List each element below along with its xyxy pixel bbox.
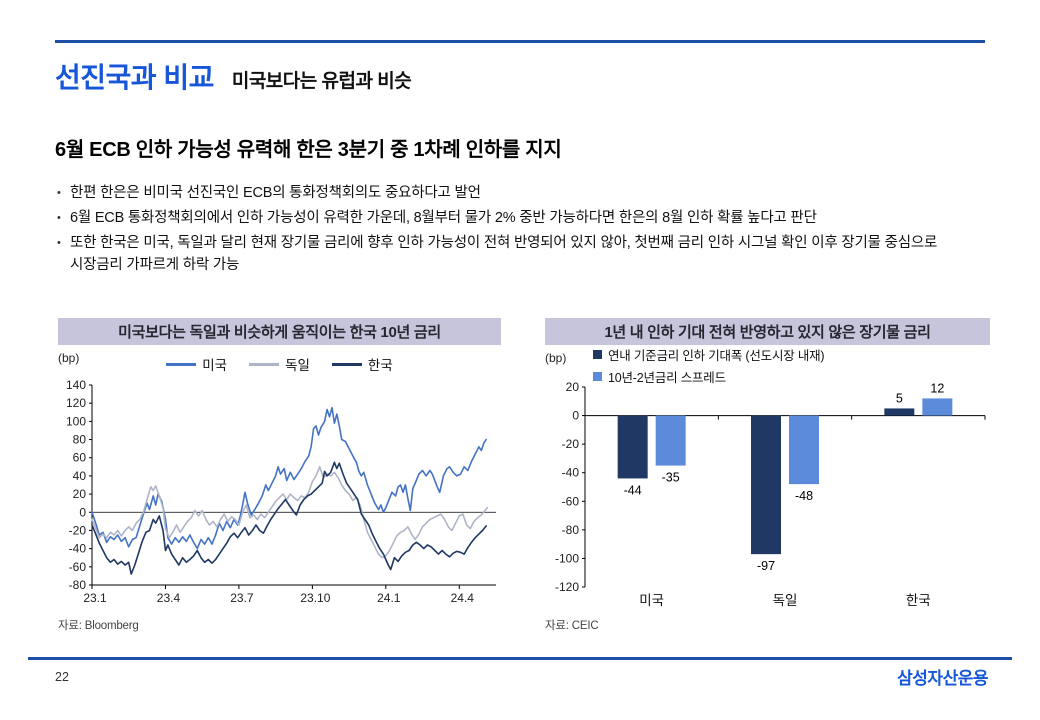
legend-item-korea: 한국 xyxy=(331,354,393,374)
svg-text:23.1: 23.1 xyxy=(83,591,107,605)
legend-square-spread xyxy=(593,372,602,381)
legend-line-swatch-germany xyxy=(249,362,280,366)
svg-text:24.1: 24.1 xyxy=(377,591,401,605)
top-divider xyxy=(55,40,985,43)
legend-label-germany: 독일 xyxy=(285,358,310,373)
section-heading: 6월 ECB 인하 가능성 유력해 한은 3분기 중 1차례 인하를 지지 xyxy=(55,139,562,161)
svg-text:0: 0 xyxy=(79,505,86,519)
svg-text:60: 60 xyxy=(73,451,87,465)
svg-text:-80: -80 xyxy=(69,578,87,592)
legend-item-us: 미국 xyxy=(166,354,227,374)
svg-text:-44: -44 xyxy=(624,483,642,497)
svg-text:20: 20 xyxy=(566,380,580,394)
svg-text:-20: -20 xyxy=(562,437,580,451)
line-chart-head: (bp) 미국 독일 한국 xyxy=(58,345,501,379)
svg-text:100: 100 xyxy=(66,414,86,428)
line-chart-legend: 미국 독일 한국 xyxy=(58,354,501,374)
bar-chart-title: 1년 내 인하 기대 전혀 반영하고 있지 않은 장기물 금리 xyxy=(545,318,990,345)
svg-text:한국: 한국 xyxy=(906,593,931,608)
legend-square-policy-cut xyxy=(593,350,602,359)
legend-label-spread: 10년-2년금리 스프레드 xyxy=(608,371,726,385)
svg-text:0: 0 xyxy=(572,409,579,423)
svg-text:5: 5 xyxy=(896,391,903,405)
svg-text:120: 120 xyxy=(66,396,86,410)
line-chart-y-unit: (bp) xyxy=(58,351,80,365)
line-chart-panel: 미국보다는 독일과 비슷하게 움직이는 한국 10년 금리 (bp) 미국 독일… xyxy=(58,318,501,633)
svg-text:-120: -120 xyxy=(555,580,579,594)
bullet-item-1: 한편 한은은 비미국 선진국인 ECB의 통화정책회의도 중요하다고 발언 xyxy=(57,182,945,204)
svg-text:23.4: 23.4 xyxy=(157,591,181,605)
footer-divider xyxy=(28,657,1012,660)
legend-item-policy-cut: 연내 기준금리 인하 기대폭 (선도시장 내재) xyxy=(593,345,825,364)
svg-text:-40: -40 xyxy=(562,466,580,480)
svg-text:-60: -60 xyxy=(562,494,580,508)
svg-text:80: 80 xyxy=(73,433,87,447)
legend-item-germany: 독일 xyxy=(249,354,310,374)
bar-chart-head: (bp) 연내 기준금리 인하 기대폭 (선도시장 내재) 10년-2년금리 스… xyxy=(545,345,990,385)
svg-text:12: 12 xyxy=(930,381,944,395)
svg-text:24.4: 24.4 xyxy=(451,591,475,605)
svg-text:-97: -97 xyxy=(757,559,775,573)
svg-text:140: 140 xyxy=(66,379,86,392)
svg-text:독일: 독일 xyxy=(773,593,798,608)
svg-text:-40: -40 xyxy=(69,542,87,556)
bullet-list: 한편 한은은 비미국 선진국인 ECB의 통화정책회의도 중요하다고 발언 6월… xyxy=(57,182,945,279)
svg-text:-35: -35 xyxy=(662,471,680,485)
page-title: 선진국과 비교 xyxy=(55,62,214,93)
page-subtitle: 미국보다는 유럽과 비슷 xyxy=(231,71,412,92)
legend-label-policy-cut: 연내 기준금리 인하 기대폭 (선도시장 내재) xyxy=(608,349,825,363)
svg-text:23.7: 23.7 xyxy=(230,591,254,605)
company-logo: 삼성자산운용 xyxy=(897,669,988,688)
svg-text:20: 20 xyxy=(73,487,87,501)
bar-chart-panel: 1년 내 인하 기대 전혀 반영하고 있지 않은 장기물 금리 (bp) 연내 … xyxy=(545,318,990,633)
svg-text:-20: -20 xyxy=(69,523,87,537)
legend-label-us: 미국 xyxy=(202,358,228,373)
svg-text:미국: 미국 xyxy=(639,593,664,608)
svg-text:23.10: 23.10 xyxy=(300,591,330,605)
bullet-item-2: 6월 ECB 통화정책회의에서 인하 가능성이 유력한 가운데, 8월부터 물가… xyxy=(57,207,945,229)
page-number: 22 xyxy=(55,670,69,684)
legend-line-swatch-us xyxy=(166,362,197,366)
bullet-item-3: 또한 한국은 미국, 독일과 달리 현재 장기물 금리에 향후 인하 가능성이 … xyxy=(57,232,945,276)
svg-text:-60: -60 xyxy=(69,560,87,574)
bar-chart-y-unit: (bp) xyxy=(545,351,567,365)
svg-text:-100: -100 xyxy=(555,551,579,565)
legend-item-spread: 10년-2년금리 스프레드 xyxy=(593,367,824,386)
legend-line-swatch-korea xyxy=(331,362,362,366)
title-row: 선진국과 비교 미국보다는 유럽과 비슷 xyxy=(55,56,412,96)
legend-label-korea: 한국 xyxy=(367,358,393,373)
bar-chart: 20 0 -20 -40 -60 -80 -100 -120 미국 -44 -35 독일 -97 -48 한… xyxy=(555,380,986,608)
bar-chart-legend: 연내 기준금리 인하 기대폭 (선도시장 내재) 10년-2년금리 스프레드 xyxy=(593,345,825,386)
line-chart-source: 자료: Bloomberg xyxy=(58,620,139,632)
svg-text:40: 40 xyxy=(73,469,87,483)
svg-text:-48: -48 xyxy=(795,489,813,503)
svg-text:-80: -80 xyxy=(562,523,580,537)
bar-chart-source: 자료: CEIC xyxy=(545,620,599,632)
line-chart-title: 미국보다는 독일과 비슷하게 움직이는 한국 10년 금리 xyxy=(58,318,501,345)
